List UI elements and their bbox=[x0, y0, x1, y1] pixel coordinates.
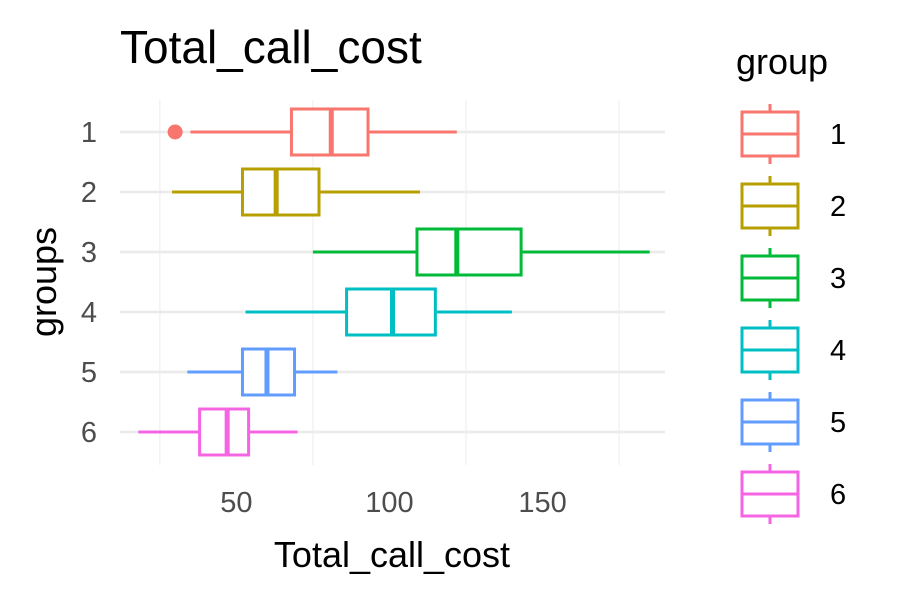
legend-item-2: 2 bbox=[740, 176, 846, 236]
chart-title: Total_call_cost bbox=[120, 21, 422, 73]
legend-label: 4 bbox=[830, 335, 846, 367]
legend-item-1: 1 bbox=[740, 104, 846, 164]
x-tick-label: 50 bbox=[220, 487, 252, 519]
legend-item-4: 4 bbox=[740, 320, 846, 380]
box-group-6 bbox=[138, 407, 298, 457]
y-axis-title: groups bbox=[23, 227, 64, 337]
legend: group 1 2 3 4 5 6 bbox=[736, 41, 846, 524]
y-tick-label: 5 bbox=[81, 357, 97, 389]
x-axis-ticks: 50 100 150 bbox=[220, 487, 567, 519]
box-group-5 bbox=[187, 347, 338, 397]
box-group-2 bbox=[172, 167, 421, 217]
legend-label: 2 bbox=[830, 191, 846, 223]
legend-item-3: 3 bbox=[740, 248, 846, 308]
y-tick-label: 4 bbox=[81, 297, 97, 329]
y-axis-ticks: 1 2 3 4 5 6 bbox=[81, 117, 97, 449]
y-tick-label: 3 bbox=[81, 237, 97, 269]
y-tick-label: 2 bbox=[81, 177, 97, 209]
y-tick-label: 1 bbox=[81, 117, 97, 149]
plot-area bbox=[120, 100, 665, 465]
box-group-3 bbox=[312, 227, 650, 277]
legend-item-6: 6 bbox=[740, 464, 846, 524]
legend-label: 1 bbox=[830, 119, 846, 151]
boxes bbox=[138, 107, 650, 457]
box bbox=[415, 227, 523, 277]
box bbox=[240, 167, 321, 217]
box bbox=[198, 407, 251, 457]
legend-title: group bbox=[736, 41, 828, 82]
legend-label: 5 bbox=[830, 407, 846, 439]
box-group-1 bbox=[167, 107, 457, 157]
x-tick-label: 100 bbox=[365, 487, 413, 519]
y-tick-label: 6 bbox=[81, 417, 97, 449]
legend-keys: 1 2 3 4 5 6 bbox=[740, 104, 846, 524]
outlier-point bbox=[167, 124, 183, 140]
legend-label: 3 bbox=[830, 263, 846, 295]
legend-label: 6 bbox=[830, 479, 846, 511]
x-tick-label: 150 bbox=[518, 487, 566, 519]
x-axis-title: Total_call_cost bbox=[274, 534, 510, 575]
box-group-4 bbox=[245, 287, 512, 337]
legend-item-5: 5 bbox=[740, 392, 846, 452]
